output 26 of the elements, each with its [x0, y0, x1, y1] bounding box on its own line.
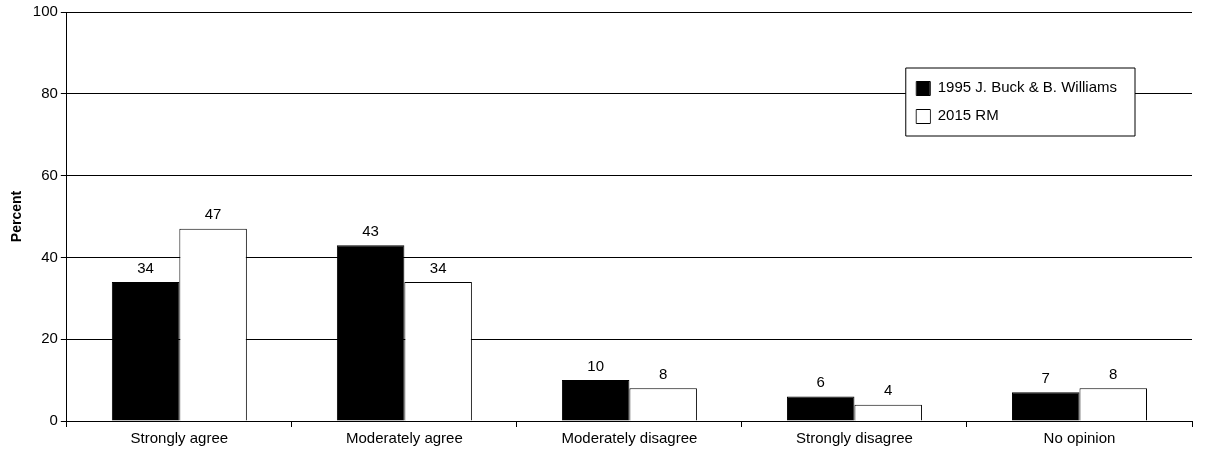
- data-label: 43: [362, 221, 379, 239]
- y-tick-label: 60: [41, 165, 58, 183]
- data-label: 8: [659, 364, 668, 382]
- legend-label: 1995 J. Buck & B. Williams: [937, 78, 1118, 96]
- y-tick-label: 20: [41, 329, 58, 347]
- x-tick-label: Moderately agree: [346, 429, 463, 447]
- x-tick-label: Strongly disagree: [796, 429, 913, 447]
- x-tick-label: Moderately disagree: [561, 429, 698, 447]
- legend-label: 2015 RM: [937, 106, 999, 124]
- y-tick-label: 40: [41, 247, 58, 265]
- x-tick-label: No opinion: [1043, 429, 1116, 447]
- y-axis-title: Percent: [8, 190, 25, 243]
- data-label: 7: [1041, 369, 1050, 387]
- bar: [561, 380, 630, 421]
- data-label: 47: [204, 205, 222, 223]
- data-label: 6: [816, 373, 825, 391]
- data-label: 4: [884, 381, 893, 399]
- x-tick-label: Strongly agree: [130, 429, 229, 447]
- y-tick-label: 0: [49, 411, 58, 429]
- bar: [1011, 392, 1080, 421]
- y-tick-label: 100: [32, 2, 58, 20]
- y-tick-label: 80: [41, 83, 58, 101]
- data-label: 8: [1109, 364, 1118, 382]
- data-label: 34: [137, 258, 154, 276]
- data-label: 10: [587, 356, 604, 374]
- data-label: 34: [429, 258, 447, 276]
